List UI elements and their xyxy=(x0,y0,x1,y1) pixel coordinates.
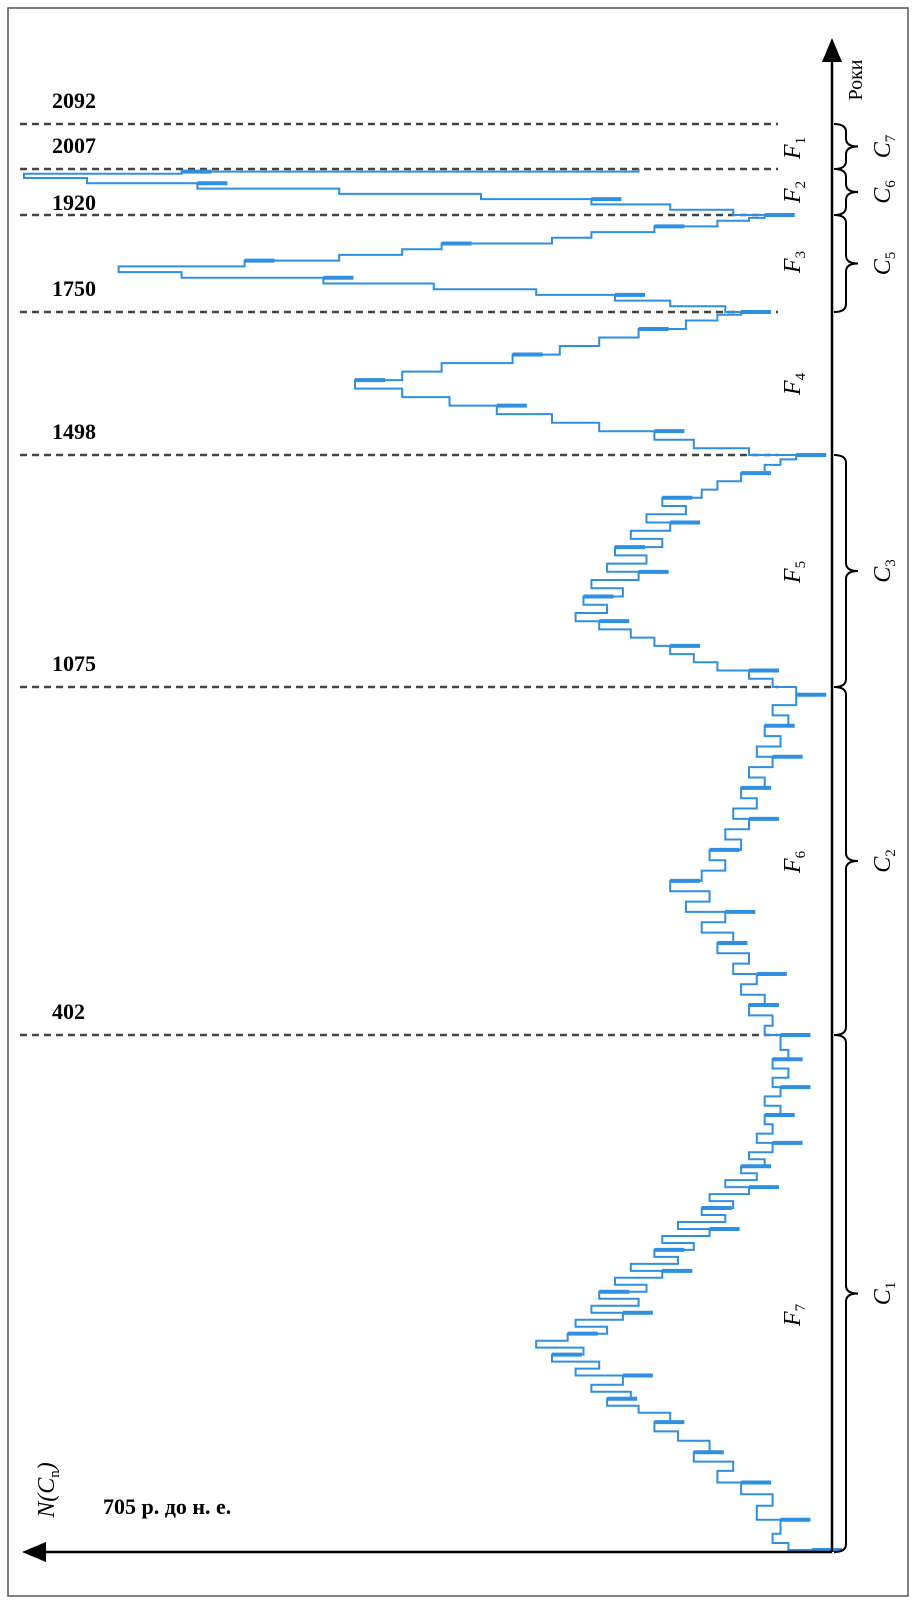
series-line-0 xyxy=(23,169,812,1551)
f-label-sub: 3 xyxy=(793,251,809,259)
c-label-3: C3 xyxy=(870,559,899,583)
c-label-5: C5 xyxy=(870,252,899,276)
c-label-sym: C xyxy=(870,856,896,873)
c-label-sym: C xyxy=(870,141,896,158)
f-label-sub: 1 xyxy=(793,137,809,145)
year-label-2007: 2007 xyxy=(52,133,96,158)
year-label-402: 402 xyxy=(52,999,85,1024)
c-brace-7 xyxy=(833,123,859,170)
y-axis-label: Роки xyxy=(845,59,867,100)
f-label-sub: 5 xyxy=(793,561,809,569)
year-label-1920: 1920 xyxy=(52,190,96,215)
c-label-sym: C xyxy=(870,187,896,204)
x-axis-arrow xyxy=(22,1542,46,1562)
f-label-sub: 7 xyxy=(793,1303,809,1311)
f-label-sub: 2 xyxy=(793,181,809,189)
y-axis-arrow xyxy=(822,38,842,62)
c-brace-3 xyxy=(833,454,859,688)
x-axis-label-end: ) xyxy=(34,1462,60,1472)
f-label-7: F7 xyxy=(780,1303,809,1327)
year-lines: 2092 2007 1920 1750 1498 1075 402 xyxy=(20,88,778,1037)
c-label-sub: 6 xyxy=(883,180,899,188)
c-label-sub: 7 xyxy=(883,134,899,142)
start-year-label: 705 р. до н. е. xyxy=(103,1494,231,1519)
c-brace-1 xyxy=(833,1034,859,1553)
c-label-sub: 1 xyxy=(883,1282,899,1290)
f-label-1: F1 xyxy=(780,137,809,160)
c-brace-6 xyxy=(833,168,859,216)
f-label-4: F4 xyxy=(780,372,809,396)
f-label-5: F5 xyxy=(780,561,809,584)
c-label-1: C1 xyxy=(870,1282,899,1306)
f-label-sym: F xyxy=(780,1311,806,1327)
series-layer xyxy=(23,169,842,1552)
f-label-sub: 4 xyxy=(793,372,809,380)
f-label-sym: F xyxy=(780,144,806,160)
f-label-sym: F xyxy=(780,188,806,204)
f-label-sub: 6 xyxy=(793,850,809,858)
x-axis-label: N(Cn) xyxy=(34,1462,63,1519)
f-label-sym: F xyxy=(780,380,806,396)
c-label-sym: C xyxy=(870,258,896,275)
f-label-3: F3 xyxy=(780,251,809,274)
f-label-sym: F xyxy=(780,568,806,584)
c-label-7: C7 xyxy=(870,134,899,158)
f-label-2: F2 xyxy=(780,181,809,204)
c-label-sub: 3 xyxy=(883,559,899,567)
year-label-1750: 1750 xyxy=(52,276,96,301)
c-label-6: C6 xyxy=(870,180,899,204)
x-axis-label-sub: n xyxy=(47,1470,63,1478)
x-axis-label-main: N(C xyxy=(34,1477,60,1519)
c-label-sym: C xyxy=(870,1288,896,1305)
c-label-sym: C xyxy=(870,566,896,583)
year-label-1498: 1498 xyxy=(52,419,96,444)
c-label-2: C2 xyxy=(870,849,899,873)
f-label-6: F6 xyxy=(780,850,809,874)
c-brace-5 xyxy=(833,214,859,313)
year-label-1075: 1075 xyxy=(52,651,96,676)
f-label-sym: F xyxy=(780,858,806,874)
c-label-sub: 5 xyxy=(883,252,899,260)
c-label-sub: 2 xyxy=(883,849,899,857)
year-label-2092: 2092 xyxy=(52,88,96,113)
c-brace-2 xyxy=(833,686,859,1036)
chart-border xyxy=(7,7,909,1597)
f-label-sym: F xyxy=(780,258,806,274)
